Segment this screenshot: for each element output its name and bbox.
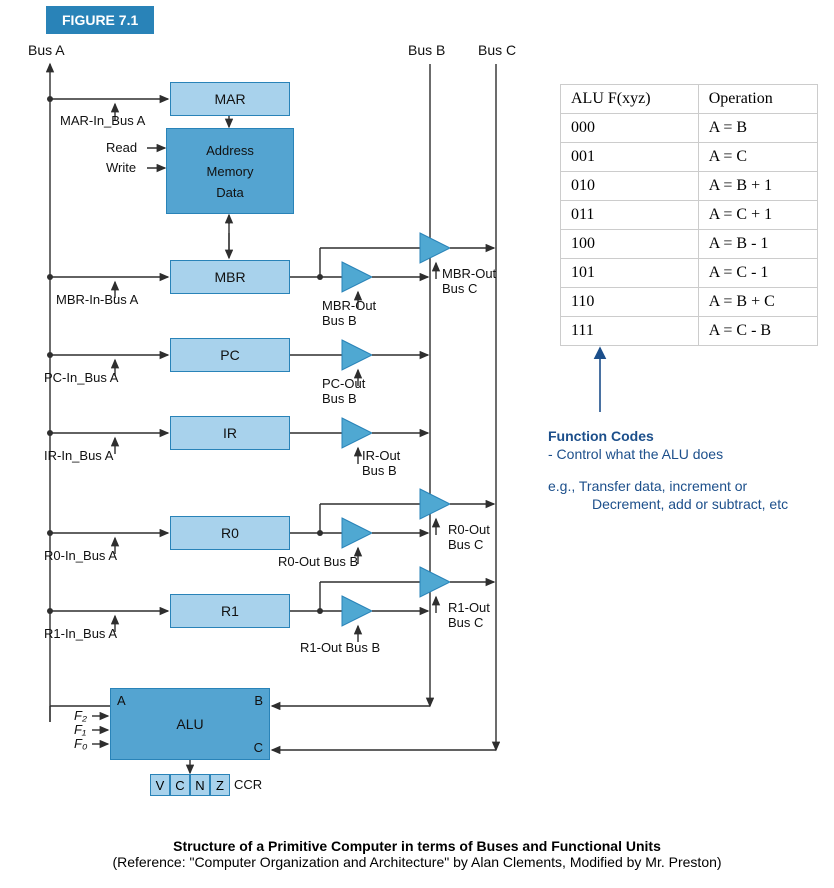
r1-box: R1 — [170, 594, 290, 628]
c40: 100 — [561, 230, 699, 259]
r1-outc: R1-Out Bus C — [448, 600, 490, 630]
ir-box: IR — [170, 416, 290, 450]
figure-tag: FIGURE 7.1 — [46, 6, 154, 34]
f0-lbl: F₀ — [74, 736, 87, 751]
c71: A = C - B — [698, 317, 817, 346]
th1: Operation — [698, 85, 817, 114]
write-lbl: Write — [106, 160, 136, 175]
c00: 000 — [561, 114, 699, 143]
th0: ALU F(xyz) — [561, 85, 699, 114]
alu-label: ALU — [176, 716, 203, 732]
anno-l2: e.g., Transfer data, increment or — [548, 478, 747, 494]
pc-outb: PC-Out Bus B — [322, 376, 365, 406]
f1-lbl: F₁ — [74, 722, 86, 737]
alu-box: ALU A B C — [110, 688, 270, 760]
r1-in-lbl: R1-In_Bus A — [44, 626, 117, 641]
mar-in-lbl: MAR-In_Bus A — [60, 113, 145, 128]
mbr-outb: MBR-Out Bus B — [322, 298, 376, 328]
mem-l0: Address — [206, 143, 254, 158]
ccr-z: Z — [210, 774, 230, 796]
anno-l3: Decrement, add or subtract, etc — [592, 496, 788, 512]
mem-l2: Data — [216, 185, 243, 200]
c70: 111 — [561, 317, 699, 346]
bus-b-label: Bus B — [408, 42, 445, 58]
caption-ref: (Reference: "Computer Organization and A… — [0, 854, 834, 870]
alu-function-table: ALU F(xyz)Operation 000A = B 001A = C 01… — [560, 84, 818, 346]
anno-l1: - Control what the ALU does — [548, 446, 723, 462]
c20: 010 — [561, 172, 699, 201]
bus-c-label: Bus C — [478, 42, 516, 58]
c41: A = B - 1 — [698, 230, 817, 259]
r1-outb: R1-Out Bus B — [300, 640, 380, 655]
pc-in-lbl: PC-In_Bus A — [44, 370, 118, 385]
ir-outb: IR-Out Bus B — [362, 448, 400, 478]
ir-in-lbl: IR-In_Bus A — [44, 448, 113, 463]
ccr-v: V — [150, 774, 170, 796]
c21: A = B + 1 — [698, 172, 817, 201]
anno-title: Function Codes — [548, 428, 654, 444]
caption-bold: Structure of a Primitive Computer in ter… — [0, 838, 834, 854]
c61: A = B + C — [698, 288, 817, 317]
c60: 110 — [561, 288, 699, 317]
c51: A = C - 1 — [698, 259, 817, 288]
pc-box: PC — [170, 338, 290, 372]
r0-outc: R0-Out Bus C — [448, 522, 490, 552]
alu-port-a: A — [117, 693, 126, 708]
r0-outb: R0-Out Bus B — [278, 554, 358, 569]
mbr-outc: MBR-Out Bus C — [442, 266, 496, 296]
c11: A = C — [698, 143, 817, 172]
ccr-n: N — [190, 774, 210, 796]
ccr-c: C — [170, 774, 190, 796]
c10: 001 — [561, 143, 699, 172]
alu-port-b: B — [254, 693, 263, 708]
mar-box: MAR — [170, 82, 290, 116]
c01: A = B — [698, 114, 817, 143]
read-lbl: Read — [106, 140, 137, 155]
c50: 101 — [561, 259, 699, 288]
ccr-label: CCR — [234, 777, 262, 792]
bus-a-label: Bus A — [28, 42, 65, 58]
r0-in-lbl: R0-In_Bus A — [44, 548, 117, 563]
alu-port-c: C — [254, 740, 263, 755]
c30: 011 — [561, 201, 699, 230]
memory-ctrl-wires — [147, 148, 165, 168]
mem-l1: Memory — [207, 164, 254, 179]
f2-lbl: F₂ — [74, 708, 87, 723]
caption: Structure of a Primitive Computer in ter… — [0, 838, 834, 870]
mbr-box: MBR — [170, 260, 290, 294]
c31: A = C + 1 — [698, 201, 817, 230]
memory-box: Address Memory Data — [166, 128, 294, 214]
mbr-in-lbl: MBR-In-Bus A — [56, 292, 138, 307]
r0-box: R0 — [170, 516, 290, 550]
